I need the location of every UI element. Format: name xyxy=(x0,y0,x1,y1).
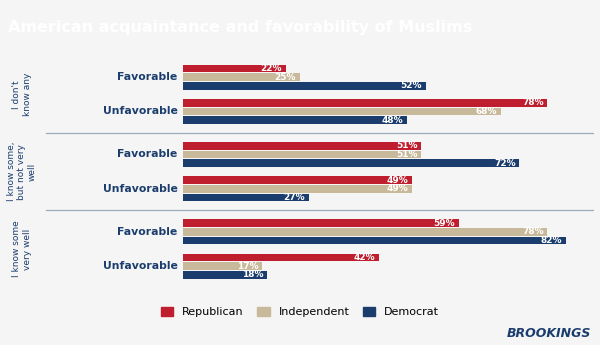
Text: 22%: 22% xyxy=(260,64,282,73)
Bar xyxy=(183,185,412,193)
Bar xyxy=(183,159,519,167)
Text: I know some
very well: I know some very well xyxy=(12,220,32,277)
Text: 27%: 27% xyxy=(284,193,305,202)
Bar xyxy=(183,108,500,115)
Text: 72%: 72% xyxy=(494,159,515,168)
Text: 78%: 78% xyxy=(522,227,544,236)
Text: 18%: 18% xyxy=(242,270,263,279)
Bar xyxy=(183,262,262,270)
Text: I know some,
but not very
well: I know some, but not very well xyxy=(7,142,37,201)
Bar xyxy=(183,228,547,236)
Text: 51%: 51% xyxy=(396,141,418,150)
Text: Favorable: Favorable xyxy=(117,72,178,82)
Bar xyxy=(183,82,426,90)
Bar xyxy=(183,73,300,81)
Text: Unfavorable: Unfavorable xyxy=(103,107,178,117)
Text: 51%: 51% xyxy=(396,150,418,159)
Text: 49%: 49% xyxy=(386,176,408,185)
Bar xyxy=(183,116,407,124)
Bar xyxy=(183,142,421,150)
Text: 82%: 82% xyxy=(541,236,562,245)
Text: 17%: 17% xyxy=(237,262,259,271)
Text: Favorable: Favorable xyxy=(117,149,178,159)
Bar xyxy=(183,65,286,72)
Text: I don't
know any: I don't know any xyxy=(12,72,32,116)
Text: 52%: 52% xyxy=(401,81,422,90)
Text: 48%: 48% xyxy=(382,116,403,125)
Bar xyxy=(183,176,412,184)
Text: American acquaintance and favorability of Muslims: American acquaintance and favorability o… xyxy=(8,20,472,35)
Text: BROOKINGS: BROOKINGS xyxy=(506,327,591,340)
Bar xyxy=(183,237,566,244)
Text: Unfavorable: Unfavorable xyxy=(103,261,178,271)
Legend: Republican, Independent, Democrat: Republican, Independent, Democrat xyxy=(157,302,443,322)
Text: 68%: 68% xyxy=(475,107,497,116)
Bar xyxy=(183,219,458,227)
Text: 78%: 78% xyxy=(522,98,544,107)
Bar xyxy=(183,254,379,262)
Bar xyxy=(183,271,267,279)
Text: 42%: 42% xyxy=(354,253,376,262)
Text: 59%: 59% xyxy=(433,219,455,228)
Text: Favorable: Favorable xyxy=(117,227,178,237)
Bar xyxy=(183,150,421,158)
Bar xyxy=(183,99,547,107)
Text: Unfavorable: Unfavorable xyxy=(103,184,178,194)
Text: 49%: 49% xyxy=(386,184,408,193)
Bar xyxy=(183,194,309,201)
Text: 25%: 25% xyxy=(275,72,296,82)
